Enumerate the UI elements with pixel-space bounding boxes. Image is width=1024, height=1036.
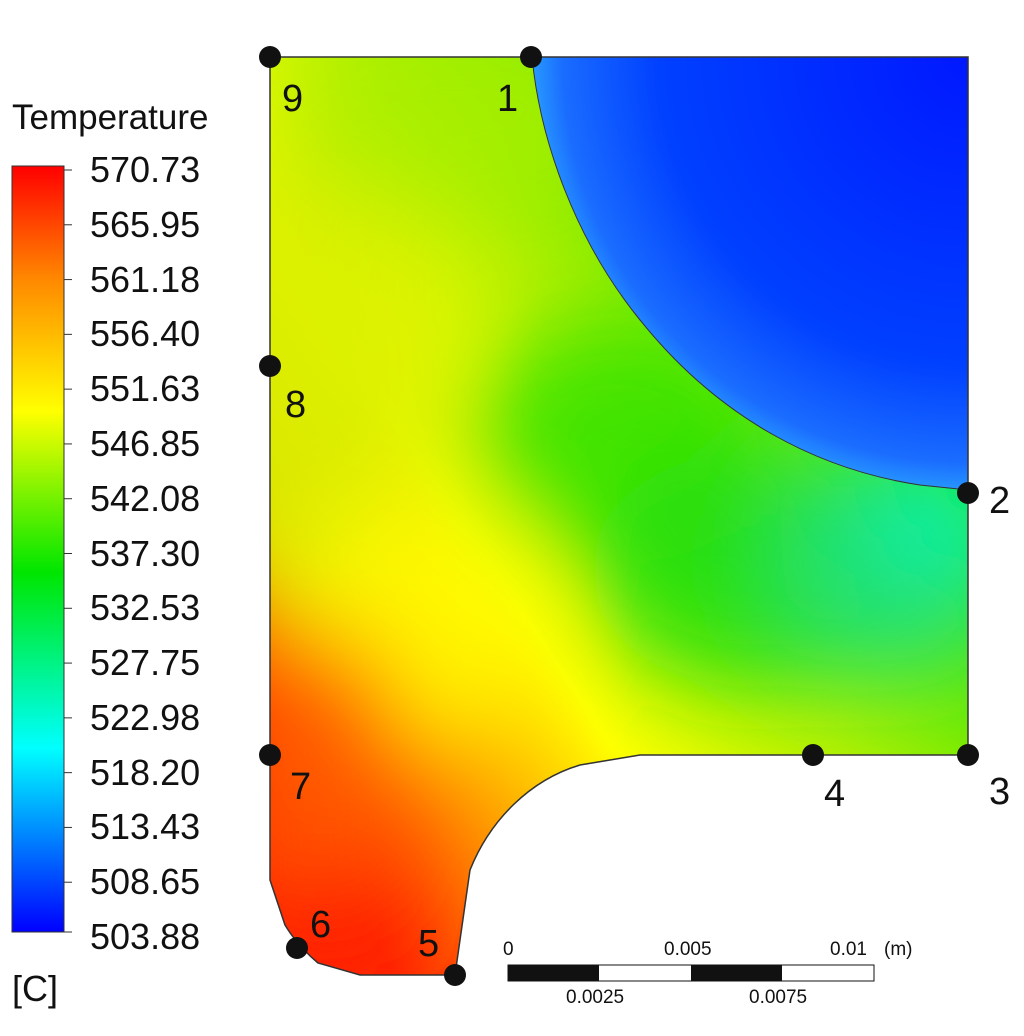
node-8-marker — [259, 355, 281, 377]
node-1-marker — [520, 46, 542, 68]
legend-tick-label: 513.43 — [90, 806, 201, 848]
node-2-marker — [957, 482, 979, 504]
legend-title: Temperature — [12, 98, 209, 137]
node-3-marker — [957, 744, 979, 766]
scale-label-00025: 0.0025 — [566, 987, 625, 1008]
legend-tick-label: 542.08 — [90, 477, 201, 519]
legend-tick-label: 537.30 — [90, 532, 201, 574]
node-7-marker — [259, 744, 281, 766]
node-label-9: 9 — [282, 78, 304, 120]
legend-tick-label: 527.75 — [90, 642, 201, 684]
scale-bar — [507, 964, 875, 982]
scale-label-0: 0 — [503, 939, 514, 960]
node-label-2: 2 — [989, 480, 1011, 522]
scale-unit: (m) — [884, 939, 913, 960]
scale-label-001: 0.01 — [830, 939, 867, 960]
node-label-3: 3 — [989, 771, 1011, 813]
legend-unit: [C] — [12, 968, 59, 1009]
legend-tick-label: 518.20 — [90, 751, 201, 793]
node-label-5: 5 — [418, 923, 440, 965]
legend-tick-label: 546.85 — [90, 422, 201, 464]
node-label-1: 1 — [497, 78, 519, 120]
node-label-7: 7 — [290, 766, 312, 808]
legend-tick-label: 570.73 — [90, 149, 201, 190]
legend-tick-label: 532.53 — [90, 587, 201, 629]
legend-tick-label: 565.95 — [90, 203, 201, 245]
legend-tick-label: 503.88 — [90, 916, 201, 957]
legend-tick-label: 551.63 — [90, 368, 201, 410]
scale-label-0005: 0.005 — [664, 939, 712, 960]
scale-label-00075: 0.0075 — [749, 987, 808, 1008]
node-label-4: 4 — [824, 773, 846, 815]
node-label-6: 6 — [310, 904, 332, 946]
node-9-marker — [259, 46, 281, 68]
legend-tick-label: 522.98 — [90, 696, 201, 738]
node-label-8: 8 — [285, 384, 307, 426]
node-6-marker — [286, 937, 308, 959]
legend-tick-label: 508.65 — [90, 861, 201, 903]
legend-tick-label: 561.18 — [90, 258, 201, 300]
node-4-marker — [802, 744, 824, 766]
legend-tick-label: 556.40 — [90, 313, 201, 355]
node-5-marker — [444, 964, 466, 986]
